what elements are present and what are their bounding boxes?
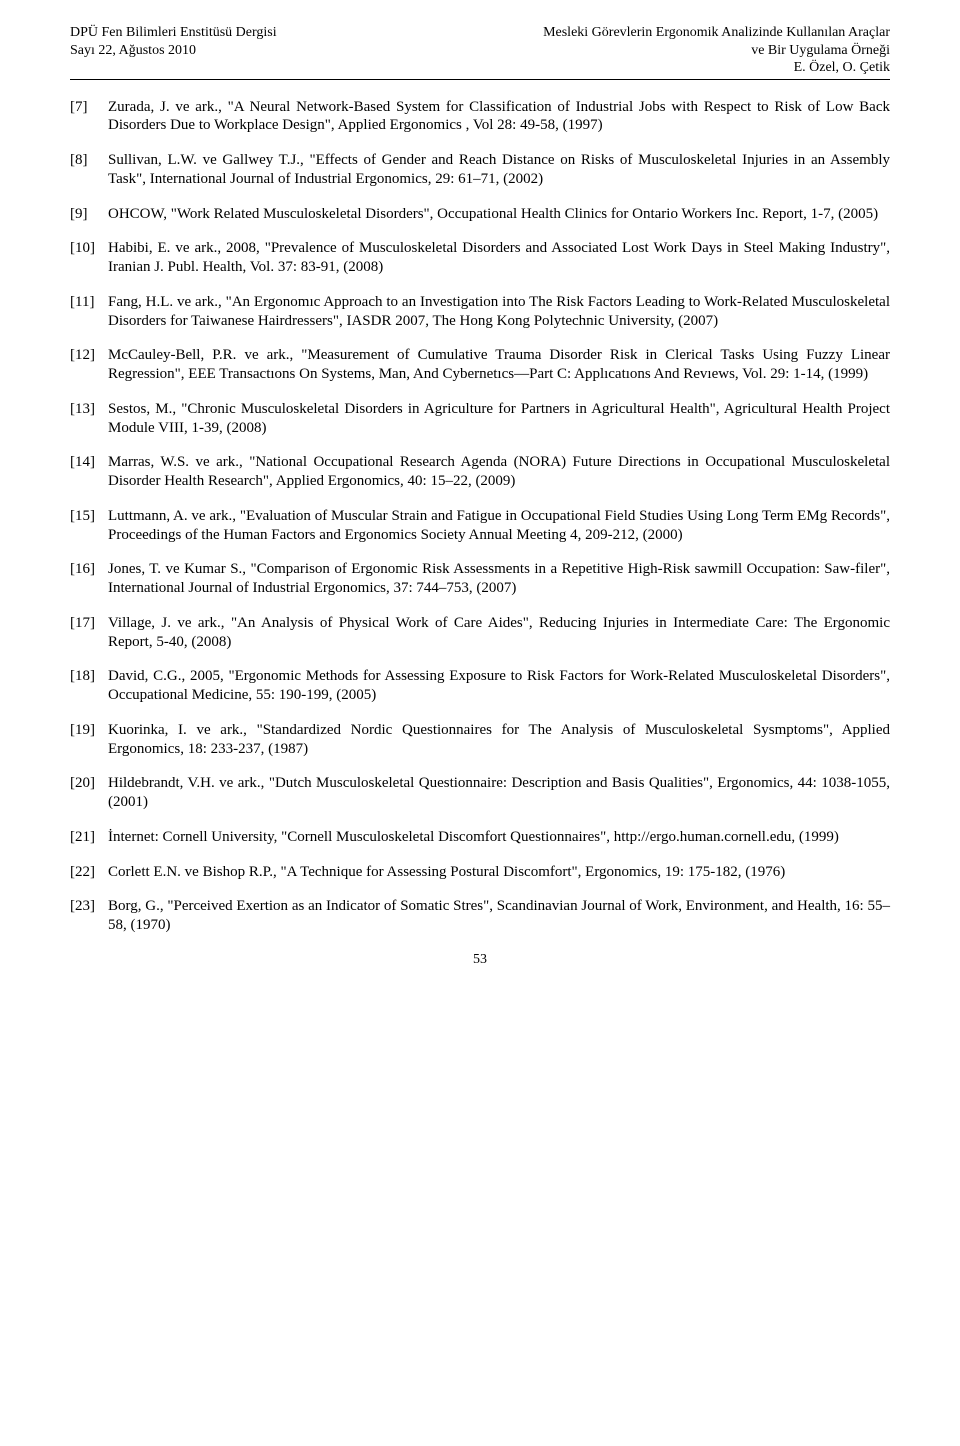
reference-item: [14]Marras, W.S. ve ark., "National Occu… <box>70 453 890 491</box>
reference-number: [21] <box>70 828 108 847</box>
reference-text: Hildebrandt, V.H. ve ark., "Dutch Muscul… <box>108 774 890 812</box>
reference-number: [17] <box>70 614 108 652</box>
reference-item: [8]Sullivan, L.W. ve Gallwey T.J., "Effe… <box>70 151 890 189</box>
reference-item: [19]Kuorinka, I. ve ark., "Standardized … <box>70 721 890 759</box>
page-header: DPÜ Fen Bilimleri Enstitüsü Dergisi Sayı… <box>70 24 890 77</box>
reference-item: [13]Sestos, M., "Chronic Musculoskeletal… <box>70 400 890 438</box>
reference-text: Luttmann, A. ve ark., "Evaluation of Mus… <box>108 507 890 545</box>
header-article-title-1: Mesleki Görevlerin Ergonomik Analizinde … <box>543 24 890 42</box>
reference-text: OHCOW, "Work Related Musculoskeletal Dis… <box>108 205 890 224</box>
reference-text: Sestos, M., "Chronic Musculoskeletal Dis… <box>108 400 890 438</box>
reference-text: McCauley-Bell, P.R. ve ark., "Measuremen… <box>108 346 890 384</box>
reference-item: [22]Corlett E.N. ve Bishop R.P., "A Tech… <box>70 863 890 882</box>
reference-number: [11] <box>70 293 108 331</box>
header-left: DPÜ Fen Bilimleri Enstitüsü Dergisi Sayı… <box>70 24 277 77</box>
header-rule <box>70 79 890 80</box>
reference-number: [13] <box>70 400 108 438</box>
reference-item: [17]Village, J. ve ark., "An Analysis of… <box>70 614 890 652</box>
reference-text: David, C.G., 2005, "Ergonomic Methods fo… <box>108 667 890 705</box>
reference-number: [22] <box>70 863 108 882</box>
header-article-title-2: ve Bir Uygulama Örneği <box>543 42 890 60</box>
reference-item: [23]Borg, G., "Perceived Exertion as an … <box>70 897 890 935</box>
header-authors: E. Özel, O. Çetik <box>543 59 890 77</box>
reference-text: İnternet: Cornell University, "Cornell M… <box>108 828 890 847</box>
reference-item: [9]OHCOW, "Work Related Musculoskeletal … <box>70 205 890 224</box>
reference-number: [12] <box>70 346 108 384</box>
reference-number: [16] <box>70 560 108 598</box>
reference-item: [7]Zurada, J. ve ark., "A Neural Network… <box>70 98 890 136</box>
reference-item: [20]Hildebrandt, V.H. ve ark., "Dutch Mu… <box>70 774 890 812</box>
header-right: Mesleki Görevlerin Ergonomik Analizinde … <box>543 24 890 77</box>
reference-item: [12]McCauley-Bell, P.R. ve ark., "Measur… <box>70 346 890 384</box>
header-issue: Sayı 22, Ağustos 2010 <box>70 42 277 60</box>
header-journal-title: DPÜ Fen Bilimleri Enstitüsü Dergisi <box>70 24 277 42</box>
reference-number: [14] <box>70 453 108 491</box>
reference-item: [15]Luttmann, A. ve ark., "Evaluation of… <box>70 507 890 545</box>
reference-text: Kuorinka, I. ve ark., "Standardized Nord… <box>108 721 890 759</box>
reference-number: [7] <box>70 98 108 136</box>
reference-number: [19] <box>70 721 108 759</box>
reference-item: [16]Jones, T. ve Kumar S., "Comparison o… <box>70 560 890 598</box>
reference-text: Borg, G., "Perceived Exertion as an Indi… <box>108 897 890 935</box>
reference-item: [11]Fang, H.L. ve ark., "An Ergonomıc Ap… <box>70 293 890 331</box>
reference-number: [9] <box>70 205 108 224</box>
reference-text: Jones, T. ve Kumar S., "Comparison of Er… <box>108 560 890 598</box>
reference-number: [10] <box>70 239 108 277</box>
reference-item: [18]David, C.G., 2005, "Ergonomic Method… <box>70 667 890 705</box>
reference-number: [23] <box>70 897 108 935</box>
references-list: [7]Zurada, J. ve ark., "A Neural Network… <box>70 98 890 935</box>
reference-text: Village, J. ve ark., "An Analysis of Phy… <box>108 614 890 652</box>
reference-text: Fang, H.L. ve ark., "An Ergonomıc Approa… <box>108 293 890 331</box>
reference-text: Zurada, J. ve ark., "A Neural Network-Ba… <box>108 98 890 136</box>
page-number: 53 <box>70 951 890 969</box>
reference-number: [18] <box>70 667 108 705</box>
reference-text: Corlett E.N. ve Bishop R.P., "A Techniqu… <box>108 863 890 882</box>
reference-text: Habibi, E. ve ark., 2008, "Prevalence of… <box>108 239 890 277</box>
reference-item: [21]İnternet: Cornell University, "Corne… <box>70 828 890 847</box>
reference-item: [10]Habibi, E. ve ark., 2008, "Prevalenc… <box>70 239 890 277</box>
reference-number: [8] <box>70 151 108 189</box>
reference-number: [20] <box>70 774 108 812</box>
reference-number: [15] <box>70 507 108 545</box>
reference-text: Sullivan, L.W. ve Gallwey T.J., "Effects… <box>108 151 890 189</box>
reference-text: Marras, W.S. ve ark., "National Occupati… <box>108 453 890 491</box>
